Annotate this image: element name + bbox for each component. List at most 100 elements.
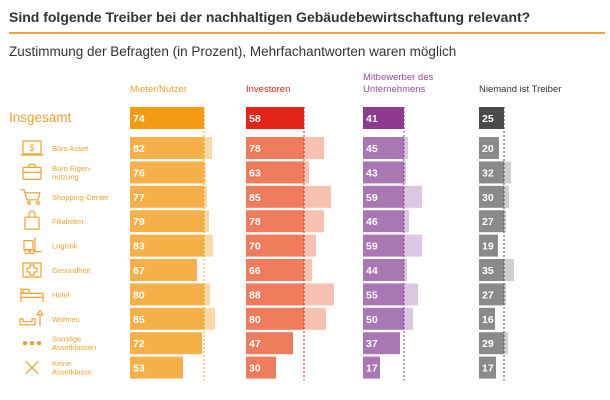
bar-value-label: 17 bbox=[482, 363, 494, 375]
total-bar bbox=[363, 107, 404, 129]
shopping-bag-icon bbox=[24, 210, 40, 230]
bar-value-label: 35 bbox=[482, 265, 494, 277]
series-header-3: Mitbewerber des bbox=[363, 72, 433, 83]
bar bbox=[363, 185, 404, 208]
category-label: Logistik bbox=[52, 242, 78, 251]
category-label: Gesundheit bbox=[52, 266, 91, 275]
bar bbox=[479, 307, 495, 330]
bar bbox=[363, 332, 400, 355]
bar bbox=[246, 356, 276, 379]
medical-cross-icon bbox=[22, 262, 42, 278]
total-bar bbox=[246, 107, 304, 129]
bar-value-label: 83 bbox=[133, 241, 145, 253]
bar bbox=[246, 234, 304, 257]
bar bbox=[204, 307, 215, 330]
bar-value-label: 80 bbox=[133, 289, 145, 301]
series-header-1: Mieter/Nutzer bbox=[130, 84, 187, 95]
bar bbox=[204, 185, 207, 208]
bar bbox=[363, 234, 404, 257]
category-label: Keine bbox=[52, 359, 71, 368]
bar-value-label: 78 bbox=[249, 143, 261, 155]
bar bbox=[404, 283, 418, 306]
bar bbox=[246, 137, 304, 159]
forklift-icon bbox=[23, 237, 42, 255]
cross-icon bbox=[25, 361, 39, 375]
bar bbox=[304, 210, 324, 233]
bar bbox=[130, 332, 202, 355]
bar bbox=[363, 283, 404, 306]
bar bbox=[404, 307, 413, 330]
total-value-label: 74 bbox=[133, 113, 145, 125]
bar bbox=[479, 234, 498, 257]
total-bar bbox=[479, 107, 504, 129]
bar bbox=[479, 332, 504, 355]
bar bbox=[363, 356, 380, 379]
bar bbox=[363, 137, 404, 159]
bar bbox=[504, 210, 506, 233]
bar-value-label: 37 bbox=[366, 338, 378, 350]
bar-value-label: 78 bbox=[249, 216, 261, 228]
bar bbox=[479, 356, 496, 379]
bar-value-label: 55 bbox=[366, 289, 378, 301]
bar-value-label: 77 bbox=[133, 192, 145, 204]
bar-value-label: 76 bbox=[133, 167, 145, 179]
bar-value-label: 66 bbox=[249, 265, 261, 277]
series-header-2: Investoren bbox=[246, 84, 290, 95]
bar-value-label: 67 bbox=[133, 265, 145, 277]
category-label: Assetklassen bbox=[52, 343, 96, 352]
bar bbox=[130, 161, 204, 184]
bar bbox=[130, 234, 204, 257]
bar-value-label: 27 bbox=[482, 216, 494, 228]
bar-value-label: 85 bbox=[249, 192, 261, 204]
bar-value-label: 80 bbox=[249, 314, 261, 326]
bar bbox=[246, 307, 304, 330]
bar bbox=[304, 234, 316, 257]
chart-subtitle: Zustimmung der Befragten (in Prozent), M… bbox=[9, 44, 457, 59]
bar bbox=[404, 210, 409, 233]
bar bbox=[130, 259, 197, 281]
bar bbox=[304, 137, 324, 159]
bar bbox=[130, 307, 204, 330]
bar-value-label: 82 bbox=[133, 143, 145, 155]
bar bbox=[204, 210, 209, 233]
bar bbox=[404, 185, 422, 208]
svg-text:$: $ bbox=[29, 143, 34, 153]
bar bbox=[363, 161, 404, 184]
bar bbox=[246, 259, 304, 281]
bar-value-label: 46 bbox=[366, 216, 378, 228]
category-label: Hotel bbox=[52, 290, 70, 299]
bar bbox=[404, 234, 422, 257]
bar bbox=[130, 210, 204, 233]
category-label: nutzung bbox=[52, 172, 79, 181]
bar-value-label: 20 bbox=[482, 143, 494, 155]
bar-value-label: 30 bbox=[482, 192, 494, 204]
bar bbox=[246, 283, 304, 306]
total-value-label: 58 bbox=[249, 113, 261, 125]
bar bbox=[504, 259, 514, 281]
category-label: Sonstige bbox=[52, 335, 81, 344]
series-header-3: Unternehmens bbox=[363, 84, 426, 95]
bar-value-label: 88 bbox=[249, 289, 261, 301]
total-bar bbox=[130, 107, 204, 129]
bar bbox=[363, 307, 404, 330]
total-value-label: 41 bbox=[366, 113, 378, 125]
bar bbox=[304, 185, 331, 208]
bar bbox=[304, 307, 326, 330]
bar bbox=[130, 137, 204, 159]
bar bbox=[479, 259, 504, 281]
category-label: Assetklasse bbox=[52, 368, 92, 377]
bar bbox=[204, 161, 206, 184]
category-label: Büro Eigen- bbox=[52, 164, 92, 173]
bar bbox=[404, 259, 407, 281]
total-row-label: Insgesamt bbox=[9, 110, 72, 125]
bar bbox=[504, 332, 508, 355]
bar-value-label: 43 bbox=[366, 167, 378, 179]
category-label: Filialisten bbox=[52, 217, 83, 226]
briefcase-icon bbox=[22, 163, 42, 180]
bar bbox=[504, 161, 511, 184]
bar bbox=[130, 283, 204, 306]
bar-value-label: 50 bbox=[366, 314, 378, 326]
bar-value-label: 70 bbox=[249, 241, 261, 253]
bar bbox=[404, 161, 406, 184]
category-label: Shopping-Center bbox=[52, 193, 109, 202]
